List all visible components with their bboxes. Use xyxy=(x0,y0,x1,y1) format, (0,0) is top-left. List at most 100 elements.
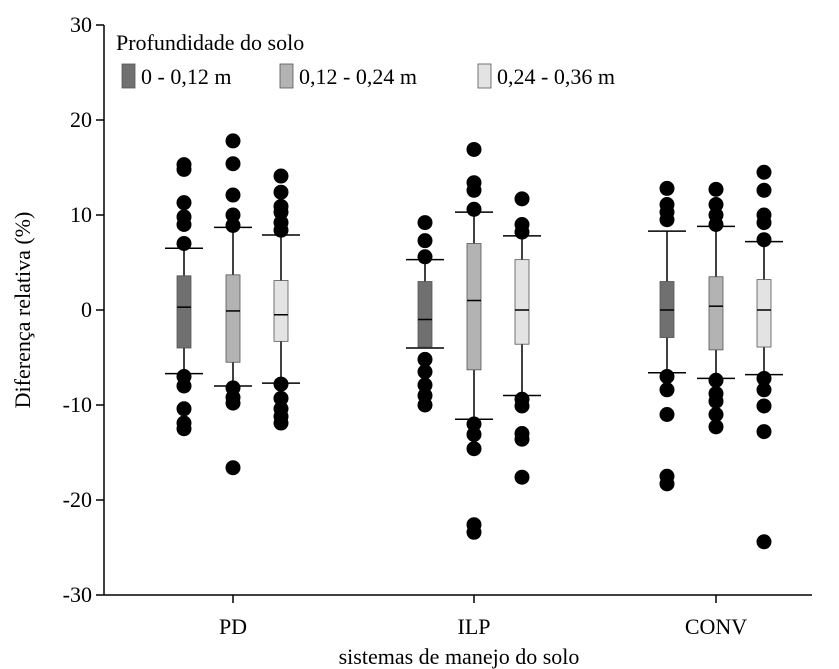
box-group xyxy=(648,180,686,492)
x-ticks: PD ILP CONV xyxy=(219,595,747,639)
outlier-point xyxy=(708,181,724,197)
outlier-point xyxy=(466,441,482,457)
legend-swatch xyxy=(477,63,492,89)
outlier-point xyxy=(466,524,482,540)
outlier-point xyxy=(708,372,724,388)
outlier-point xyxy=(225,187,241,203)
outlier-point xyxy=(225,395,241,411)
outlier-point xyxy=(466,416,482,432)
outlier-point xyxy=(659,476,675,492)
box xyxy=(225,274,241,363)
x-tick-label: CONV xyxy=(685,614,747,639)
y-tick-label: 20 xyxy=(70,107,92,132)
box xyxy=(708,276,724,351)
y-tick-label: -30 xyxy=(63,582,92,607)
outlier-point xyxy=(417,351,433,367)
series-group xyxy=(165,157,686,492)
y-axis-title: Diferença relativa (%) xyxy=(10,212,35,409)
box xyxy=(176,275,192,349)
outlier-point xyxy=(176,401,192,417)
outlier-point xyxy=(273,415,289,431)
outlier-point xyxy=(708,393,724,409)
outlier-point xyxy=(225,207,241,223)
legend-items: 0 - 0,12 m 0,12 - 0,24 m 0,24 - 0,36 m xyxy=(121,63,615,89)
outlier-point xyxy=(708,197,724,213)
outlier-point xyxy=(417,249,433,265)
box xyxy=(417,281,433,348)
x-tick-label: PD xyxy=(219,614,247,639)
outlier-point xyxy=(225,156,241,172)
box-group xyxy=(745,164,783,550)
legend-label: 0 - 0,12 m xyxy=(141,64,231,89)
outlier-point xyxy=(176,421,192,437)
legend-label: 0,12 - 0,24 m xyxy=(299,64,417,89)
outlier-point xyxy=(273,168,289,184)
outlier-point xyxy=(514,191,530,207)
box-group xyxy=(262,168,300,431)
y-tick-label: 10 xyxy=(70,202,92,227)
box xyxy=(273,280,289,342)
x-axis-title: sistemas de manejo do solo xyxy=(339,644,580,669)
outlier-point xyxy=(176,236,192,251)
outlier-point xyxy=(514,469,530,485)
series-group xyxy=(214,133,735,540)
y-tick-label: 0 xyxy=(81,297,92,322)
outlier-point xyxy=(659,369,675,384)
box-group xyxy=(503,191,541,485)
outlier-point xyxy=(514,431,530,447)
outlier-point xyxy=(756,370,772,386)
plot-area xyxy=(165,133,783,550)
outlier-point xyxy=(756,182,772,198)
box xyxy=(466,243,482,371)
outlier-point xyxy=(417,377,433,393)
legend-swatch xyxy=(279,63,294,89)
legend-swatch xyxy=(121,63,136,89)
box xyxy=(514,259,530,345)
box-group xyxy=(406,215,444,413)
outlier-point xyxy=(417,397,433,413)
legend-title: Profundidade do solo xyxy=(116,30,304,55)
outlier-point xyxy=(708,407,724,422)
outlier-point xyxy=(756,382,772,398)
y-tick-label: -10 xyxy=(63,392,92,417)
outlier-point xyxy=(659,407,675,422)
outlier-point xyxy=(756,398,772,414)
outlier-point xyxy=(466,201,482,217)
series-group xyxy=(262,164,783,550)
axes: 30 20 10 0 -10 -20 -30 PD ILP CONV xyxy=(63,12,812,639)
outlier-point xyxy=(659,212,675,228)
outlier-point xyxy=(466,426,482,442)
outlier-point xyxy=(417,215,433,231)
outlier-point xyxy=(708,217,724,232)
legend-label: 0,24 - 0,36 m xyxy=(497,64,615,89)
outlier-point xyxy=(659,180,675,196)
outlier-point xyxy=(466,141,482,157)
outlier-point xyxy=(756,215,772,231)
box-group xyxy=(165,157,203,437)
outlier-point xyxy=(659,382,675,398)
outlier-point xyxy=(756,164,772,180)
outlier-point xyxy=(756,232,772,248)
outlier-point xyxy=(225,217,241,233)
box-group xyxy=(214,133,252,476)
outlier-point xyxy=(273,376,289,392)
y-ticks: 30 20 10 0 -10 -20 -30 xyxy=(63,12,104,607)
outlier-point xyxy=(273,222,289,238)
box-group xyxy=(697,181,735,435)
outlier-point xyxy=(273,204,289,220)
outlier-point xyxy=(514,398,530,414)
y-tick-label: 30 xyxy=(70,12,92,37)
outlier-point xyxy=(225,460,241,476)
outlier-point xyxy=(514,224,530,240)
outlier-point xyxy=(176,217,192,232)
outlier-point xyxy=(273,390,289,406)
outlier-point xyxy=(225,133,241,149)
outlier-point xyxy=(176,195,192,211)
outlier-point xyxy=(176,161,192,177)
y-tick-label: -20 xyxy=(63,487,92,512)
outlier-point xyxy=(417,364,433,380)
outlier-point xyxy=(466,182,482,198)
box xyxy=(756,279,772,348)
outlier-point xyxy=(708,419,724,435)
